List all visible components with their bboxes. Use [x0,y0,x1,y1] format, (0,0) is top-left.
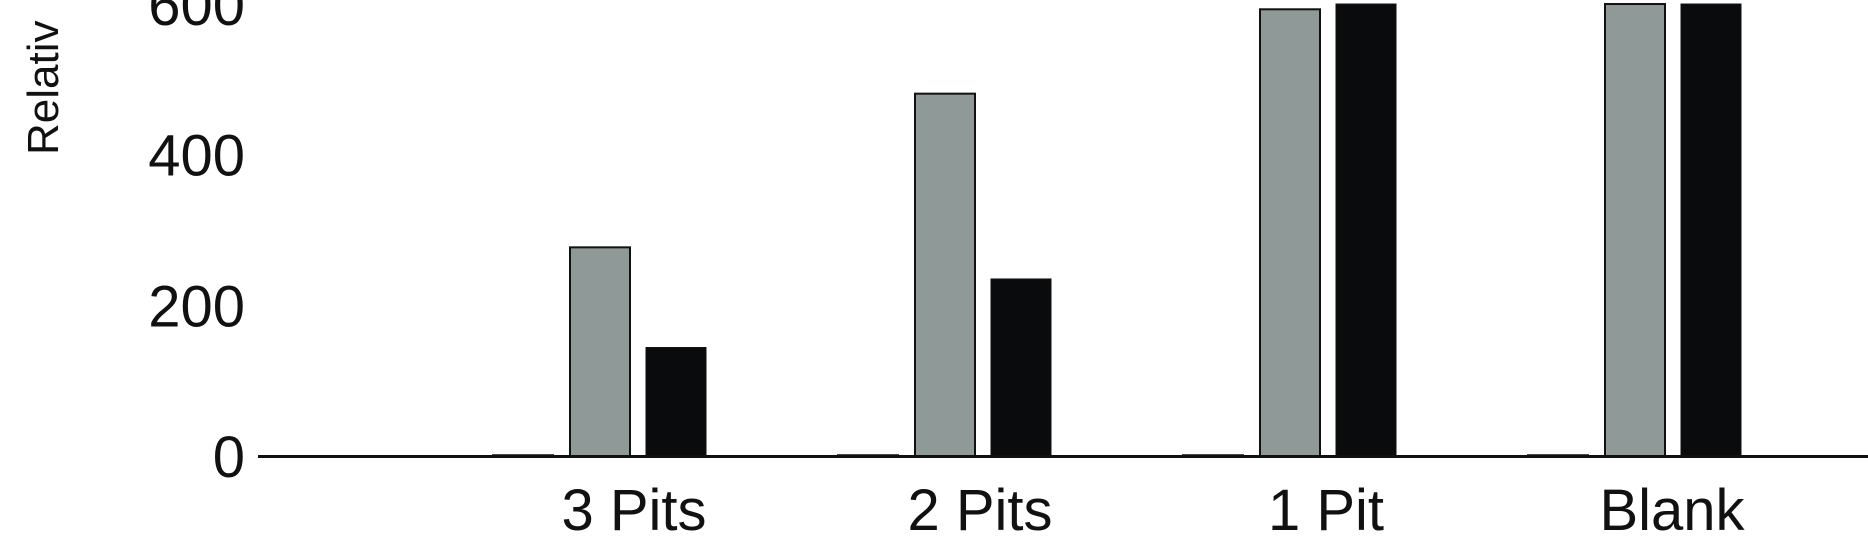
y-tick-labels: 0 200 400 600 [148,0,245,490]
x-tick-labels: 3 Pits 2 Pits 1 Pit Blank [561,478,1745,543]
y-tick-label: 400 [148,124,245,189]
y-tick-label: 600 [148,0,245,38]
bar [914,92,976,458]
bar [1259,8,1321,458]
x-tick-label: 1 Pit [1268,478,1384,543]
y-axis-label: Relativ [19,21,68,156]
bar [990,278,1052,457]
bar [645,347,707,457]
y-tick-label: 200 [148,274,245,339]
bar [569,246,631,457]
x-tick-label: Blank [1599,478,1745,543]
x-tick-label: 2 Pits [907,478,1052,543]
x-tick-label: 3 Pits [561,478,706,543]
bars [492,3,1742,458]
bar [1680,3,1742,457]
bar [1604,3,1666,458]
y-tick-label: 0 [213,425,245,490]
bar [1335,3,1397,457]
